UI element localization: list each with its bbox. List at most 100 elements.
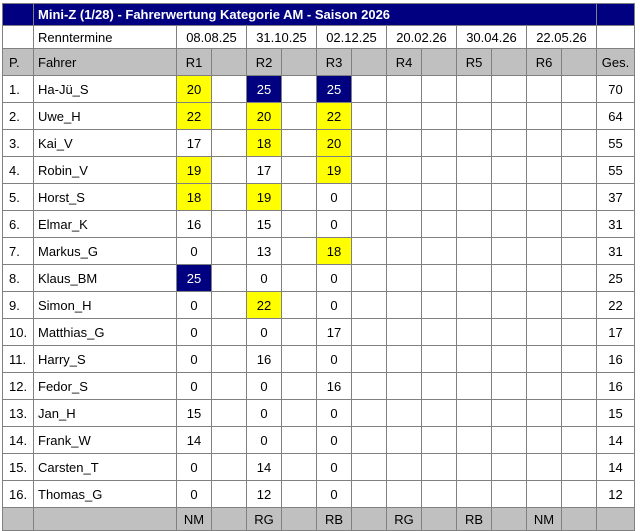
standings-row: 14. Frank_W 14 0 0 14	[2, 426, 635, 454]
race-result-cell	[456, 345, 492, 373]
standings-table: Mini-Z (1/28) - Fahrerwertung Kategorie …	[2, 3, 635, 531]
race-status-cell: RB	[456, 507, 492, 531]
race-result-cell: 0	[176, 453, 212, 481]
race-result-cell	[526, 453, 562, 481]
driver-name-cell: Fedor_S	[33, 372, 177, 400]
standings-row: 1. Ha-Jü_S 20 25 25 70	[2, 75, 635, 103]
race-result-cell: 0	[316, 291, 352, 319]
race-status-cell: RB	[316, 507, 352, 531]
race-gap-footer	[281, 507, 317, 531]
title-corner-cell	[2, 3, 34, 26]
race-result-cell: 25	[316, 75, 352, 103]
race-result-cell: 0	[176, 480, 212, 508]
race-result-cell: 0	[176, 345, 212, 373]
race-gap-cell	[491, 156, 527, 184]
position-cell: 16.	[2, 480, 34, 508]
footer-driver-cell	[33, 507, 177, 531]
race-gap-cell	[491, 237, 527, 265]
race-gap-footer	[491, 507, 527, 531]
race-result-cell: 0	[246, 372, 282, 400]
race-result-cell: 17	[176, 129, 212, 157]
race-gap-cell	[281, 75, 317, 103]
standings-row: 15. Carsten_T 0 14 0 14	[2, 453, 635, 481]
race-gap-cell	[351, 426, 387, 454]
race-result-cell	[386, 480, 422, 508]
race-result-cell	[526, 75, 562, 103]
race-gap-cell	[281, 480, 317, 508]
race-gap-cell	[491, 75, 527, 103]
race-result-cell: 16	[246, 345, 282, 373]
race-result-cell	[386, 129, 422, 157]
race-result-cell	[526, 210, 562, 238]
race-gap-cell	[421, 210, 457, 238]
total-cell: 55	[596, 129, 635, 157]
race-gap-cell	[421, 291, 457, 319]
race-gap-cell	[421, 480, 457, 508]
race-gap-cell	[281, 210, 317, 238]
total-cell: 14	[596, 426, 635, 454]
race-gap-cell	[421, 264, 457, 292]
race-gap-cell	[211, 156, 247, 184]
race-result-cell	[386, 372, 422, 400]
race-gap-cell	[421, 426, 457, 454]
race-gap-cell	[351, 210, 387, 238]
driver-name-cell: Harry_S	[33, 345, 177, 373]
dates-right-cell	[596, 25, 635, 49]
position-cell: 13.	[2, 399, 34, 427]
race-gap-cell	[421, 183, 457, 211]
race-result-cell	[526, 156, 562, 184]
race-gap-cell	[281, 453, 317, 481]
race-gap-cell	[211, 372, 247, 400]
race-gap-cell	[351, 183, 387, 211]
race-result-cell	[386, 237, 422, 265]
race-result-cell	[456, 156, 492, 184]
schedule-label: Renntermine	[33, 25, 177, 49]
standings-row: 9. Simon_H 0 22 0 22	[2, 291, 635, 319]
position-cell: 15.	[2, 453, 34, 481]
race-result-cell: 14	[176, 426, 212, 454]
race-result-cell: 18	[316, 237, 352, 265]
race-gap-cell	[421, 318, 457, 346]
page-title: Mini-Z (1/28) - Fahrerwertung Kategorie …	[33, 3, 597, 26]
race-gap-cell	[491, 372, 527, 400]
race-gap-cell	[211, 102, 247, 130]
race-result-cell	[526, 345, 562, 373]
race-gap-footer	[561, 507, 597, 531]
race-gap-header	[281, 48, 317, 76]
race-gap-cell	[421, 453, 457, 481]
race-result-cell: 22	[176, 102, 212, 130]
total-cell: 64	[596, 102, 635, 130]
standings-row: 4. Robin_V 19 17 19 55	[2, 156, 635, 184]
title-row: Mini-Z (1/28) - Fahrerwertung Kategorie …	[2, 3, 635, 26]
standings-row: 2. Uwe_H 22 20 22 64	[2, 102, 635, 130]
race-gap-cell	[211, 399, 247, 427]
race-result-cell: 19	[246, 183, 282, 211]
race-gap-cell	[351, 237, 387, 265]
race-result-cell: 16	[176, 210, 212, 238]
race-gap-cell	[491, 264, 527, 292]
race-gap-cell	[351, 399, 387, 427]
race-gap-cell	[281, 156, 317, 184]
race-result-cell	[456, 183, 492, 211]
race-result-cell: 0	[246, 426, 282, 454]
race-gap-cell	[351, 156, 387, 184]
race-result-cell	[456, 210, 492, 238]
race-gap-cell	[281, 345, 317, 373]
position-cell: 3.	[2, 129, 34, 157]
race-result-cell	[456, 480, 492, 508]
race-result-cell	[526, 399, 562, 427]
race-result-cell: 20	[246, 102, 282, 130]
standings-row: 12. Fedor_S 0 0 16 16	[2, 372, 635, 400]
standings-row: 11. Harry_S 0 16 0 16	[2, 345, 635, 373]
race-gap-cell	[351, 318, 387, 346]
driver-name-cell: Matthias_G	[33, 318, 177, 346]
race-result-cell	[386, 318, 422, 346]
race-result-cell: 20	[176, 75, 212, 103]
race-result-cell	[526, 291, 562, 319]
race-result-cell	[526, 264, 562, 292]
race-header-cell: R1	[176, 48, 212, 76]
race-result-cell: 15	[176, 399, 212, 427]
position-cell: 12.	[2, 372, 34, 400]
position-cell: 11.	[2, 345, 34, 373]
standings-row: 3. Kai_V 17 18 20 55	[2, 129, 635, 157]
